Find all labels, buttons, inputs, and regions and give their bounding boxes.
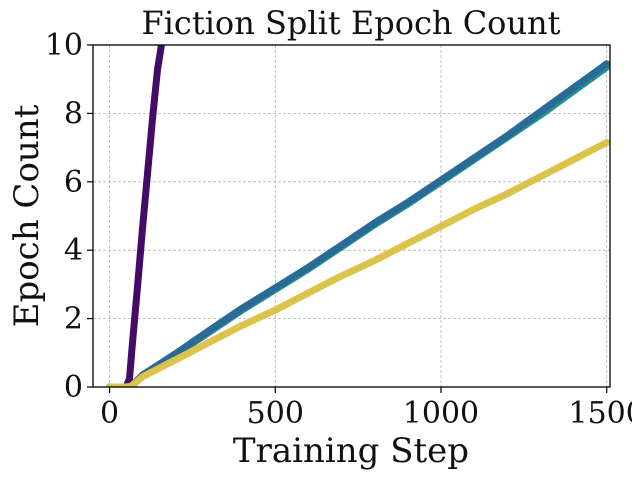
y-tick-label: 6 [64, 165, 83, 200]
grid [93, 44, 610, 388]
y-tick-label: 2 [64, 302, 83, 337]
x-tick-label: 0 [100, 396, 119, 431]
y-axis-label: Epoch Count [7, 104, 47, 327]
y-tick-label: 4 [64, 233, 83, 268]
chart-title: Fiction Split Epoch Count [141, 4, 560, 42]
plot-area [106, 45, 610, 387]
x-tick-label: 500 [247, 396, 304, 431]
plot-frame [92, 44, 611, 388]
x-tick-label: 1000 [403, 396, 479, 431]
y-tick-label: 8 [64, 96, 83, 131]
series-line-4 [106, 139, 610, 387]
series-line-1 [106, 45, 165, 387]
x-axis-label: Training Step [233, 431, 469, 471]
y-tick-label: 0 [64, 370, 83, 405]
y-tick-label: 10 [45, 28, 83, 63]
series-line-3 [106, 60, 610, 387]
